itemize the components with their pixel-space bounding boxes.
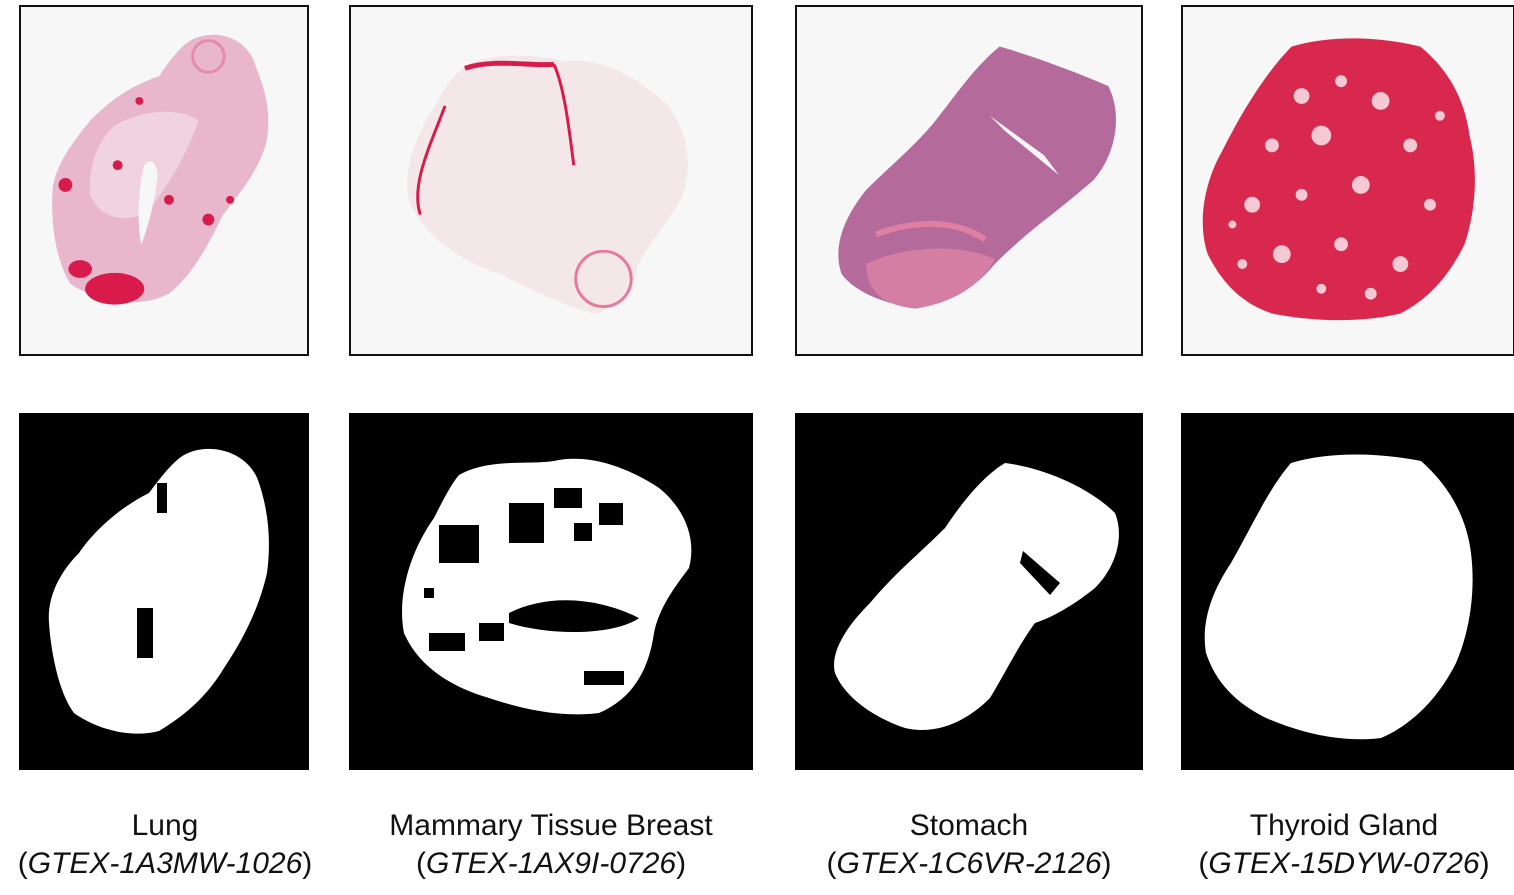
caption-thyroid: Thyroid Gland (GTEX-15DYW-0726) [1174, 807, 1514, 883]
sample-id-line: (GTEX-15DYW-0726) [1198, 847, 1490, 880]
sample-id: GTEX-1AX9I-0726 [425, 847, 677, 880]
histology-slide-stomach [795, 5, 1143, 356]
segmentation-mask-lung [19, 413, 309, 770]
sample-id: GTEX-1A3MW-1026 [27, 847, 303, 880]
tissue-name: Mammary Tissue Breast [389, 809, 713, 842]
caption-lung: Lung (GTEX-1A3MW-1026) [0, 807, 330, 883]
tissue-name: Lung [131, 809, 199, 842]
segmentation-mask-stomach [795, 413, 1143, 770]
sample-id-line: (GTEX-1C6VR-2126) [826, 847, 1112, 880]
sample-id: GTEX-1C6VR-2126 [836, 847, 1102, 880]
histology-slide-lung [19, 5, 309, 356]
histology-slide-thyroid [1181, 5, 1514, 356]
caption-stomach: Stomach (GTEX-1C6VR-2126) [790, 807, 1148, 883]
tissue-name: Thyroid Gland [1249, 809, 1439, 842]
sample-id: GTEX-15DYW-0726 [1208, 847, 1480, 880]
histology-slide-breast [349, 5, 753, 356]
sample-id-line: (GTEX-1AX9I-0726) [415, 847, 687, 880]
segmentation-mask-breast [349, 413, 753, 770]
segmentation-mask-thyroid [1181, 413, 1514, 770]
sample-id-line: (GTEX-1A3MW-1026) [17, 847, 313, 880]
tissue-name: Stomach [909, 809, 1029, 842]
caption-breast: Mammary Tissue Breast (GTEX-1AX9I-0726) [346, 807, 756, 883]
